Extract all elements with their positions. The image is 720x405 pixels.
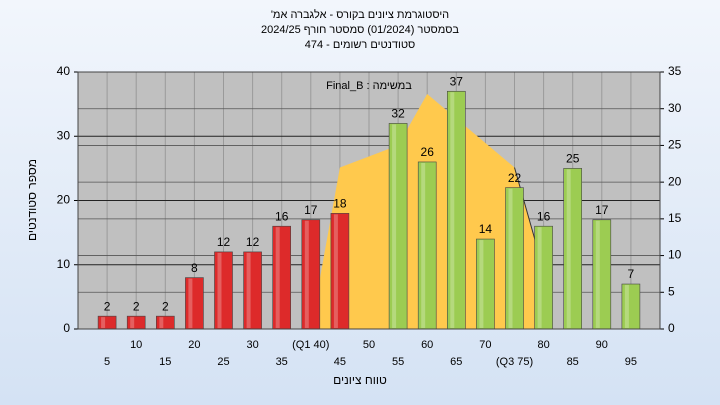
bar-shine: [159, 317, 164, 328]
y-tick-label: 0: [63, 321, 70, 335]
bar: [330, 213, 350, 330]
x-tick-label: 80: [537, 339, 549, 351]
y2-tick-label: 20: [668, 174, 682, 188]
y-tick-label: 30: [57, 128, 71, 142]
bar: [534, 225, 553, 330]
data-label: 16: [275, 209, 289, 223]
x-tick-label: 55: [392, 356, 404, 368]
data-label: 2: [133, 299, 140, 313]
x-tick-label: 95: [625, 356, 637, 368]
bar: [156, 315, 175, 330]
plot-border: [77, 71, 661, 330]
data-label: 18: [333, 197, 347, 211]
bar-shine: [188, 278, 193, 328]
bar: [417, 161, 437, 330]
bar-shine: [246, 252, 251, 328]
chart-subtitle: בסמסטר (01/2024) סמסטר חורף 2024/25: [261, 24, 459, 36]
x-tick-label: 15: [159, 356, 171, 368]
bar: [214, 251, 233, 330]
bar-shine: [392, 124, 397, 329]
y-tick-label: 20: [57, 193, 71, 207]
y-tick-label: 40: [57, 64, 71, 78]
x-tick-label: 20: [188, 339, 200, 351]
bar-shine: [624, 285, 629, 328]
data-label: 32: [391, 107, 405, 121]
bar-shine: [479, 240, 484, 328]
x-tick-label: (Q1 40): [292, 339, 329, 351]
bar: [592, 219, 612, 330]
data-label: 8: [191, 261, 198, 275]
bar-shine: [130, 317, 135, 328]
y2-tick-label: 15: [668, 211, 682, 225]
x-tick-label: 50: [363, 339, 375, 351]
bar: [243, 251, 262, 330]
bar: [388, 123, 408, 330]
bar: [476, 238, 495, 330]
bar: [446, 90, 466, 330]
bar: [563, 168, 583, 330]
bar-shine: [450, 92, 455, 329]
data-label: 17: [595, 203, 609, 217]
bar-shine: [595, 220, 600, 328]
bar-shine: [275, 227, 280, 328]
bar: [97, 315, 117, 330]
x-tick-label: 10: [130, 339, 142, 351]
x-axis-label: טווח ציונים: [333, 373, 387, 387]
bar-shine: [566, 169, 571, 328]
x-tick-label: 5: [104, 356, 110, 368]
bar-shine: [101, 317, 106, 328]
x-tick-label: 25: [217, 356, 229, 368]
bar-shine: [421, 162, 426, 328]
data-label: 12: [217, 235, 231, 249]
data-label: 12: [246, 235, 260, 249]
chart-subtitle: סטודנטים רשומים - 474: [305, 39, 416, 51]
data-label: 16: [537, 209, 551, 223]
y2-tick-label: 5: [668, 284, 675, 298]
bar: [621, 283, 641, 330]
bar: [505, 187, 524, 330]
x-tick-label: 85: [567, 356, 579, 368]
data-label: 17: [304, 203, 318, 217]
x-tick-label: 65: [450, 356, 462, 368]
x-tick-label: 30: [246, 339, 258, 351]
y-axis-label: מספר סטודנטים: [25, 159, 39, 241]
data-label: 2: [104, 299, 111, 313]
x-tick-label: 90: [596, 339, 608, 351]
annotation: במשימה : Final_B: [326, 80, 412, 92]
data-label: 14: [479, 222, 493, 236]
x-tick-label: 70: [479, 339, 491, 351]
y2-tick-label: 0: [668, 321, 675, 335]
y-tick-label: 10: [57, 257, 71, 271]
bar-shine: [537, 227, 542, 328]
y2-tick-label: 10: [668, 248, 682, 262]
bar-shine: [217, 252, 222, 328]
data-label: 26: [421, 145, 435, 159]
x-tick-label: 45: [334, 356, 346, 368]
x-tick-label: 60: [421, 339, 433, 351]
y2-tick-label: 30: [668, 101, 682, 115]
data-label: 37: [450, 74, 464, 88]
data-label: 7: [628, 267, 635, 281]
x-tick-label: (Q3 75): [496, 356, 533, 368]
bar-shine: [508, 188, 513, 328]
bar-shine: [333, 214, 338, 328]
bar: [301, 219, 321, 330]
data-label: 22: [508, 171, 522, 185]
y2-tick-label: 25: [668, 138, 682, 152]
data-label: 2: [162, 299, 169, 313]
data-label: 25: [566, 152, 580, 166]
bar: [272, 225, 292, 330]
y2-tick-label: 35: [668, 64, 682, 78]
x-tick-label: 35: [276, 356, 288, 368]
chart-title: היסטוגרמת ציונים בקורס - אלגברה אמ': [271, 8, 449, 21]
bar-shine: [304, 220, 309, 328]
bar: [126, 315, 146, 330]
bar: [185, 277, 204, 330]
